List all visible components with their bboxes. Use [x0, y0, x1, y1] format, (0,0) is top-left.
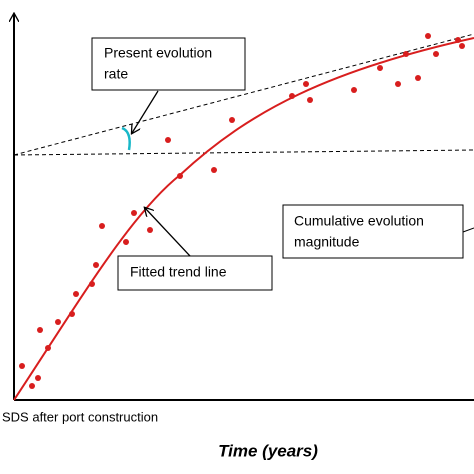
trend-arrow	[145, 208, 191, 257]
origin-label: SDS after port construction	[2, 409, 158, 424]
x-axis-title: Time (years)	[218, 441, 318, 460]
rate-box	[91, 37, 246, 91]
rate-angle	[121, 126, 131, 151]
cumulative-pointer	[462, 227, 474, 233]
reference-line	[13, 149, 474, 156]
cumulative-label: Cumulative evolution	[294, 213, 424, 229]
cumulative-box	[282, 204, 464, 259]
rate-label: rate	[104, 66, 128, 82]
trend-label: Fitted trend line	[130, 264, 227, 280]
rate-arrow	[132, 90, 159, 133]
tangent-line	[13, 33, 474, 156]
trend-box	[117, 255, 273, 291]
cumulative-label: magnitude	[294, 234, 360, 250]
rate-label: Present evolution	[104, 45, 212, 61]
data-points	[19, 33, 465, 389]
